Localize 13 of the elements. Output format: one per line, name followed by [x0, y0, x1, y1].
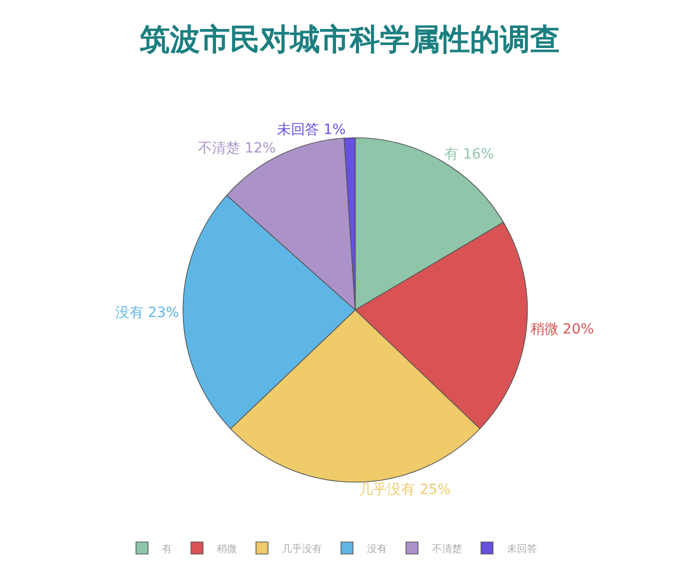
chart-title: 筑波市民对城市科学属性的调查: [139, 22, 560, 58]
legend-label: 未回答: [507, 542, 537, 555]
category-label: 不清楚 12%: [198, 140, 276, 157]
legend-label: 几乎没有: [282, 542, 322, 555]
category-label: 稍微 20%: [530, 322, 594, 338]
legend-label: 有: [162, 542, 172, 555]
legend-label: 稍微: [217, 542, 237, 555]
legend-label: 不清楚: [432, 542, 462, 555]
category-label: 没有 23%: [115, 304, 180, 321]
legend-label: 没有: [367, 542, 387, 555]
category-label: 几乎没有 25%: [359, 482, 451, 498]
category-label: 未回答 1%: [276, 122, 346, 138]
category-label: 有 16%: [444, 146, 494, 162]
